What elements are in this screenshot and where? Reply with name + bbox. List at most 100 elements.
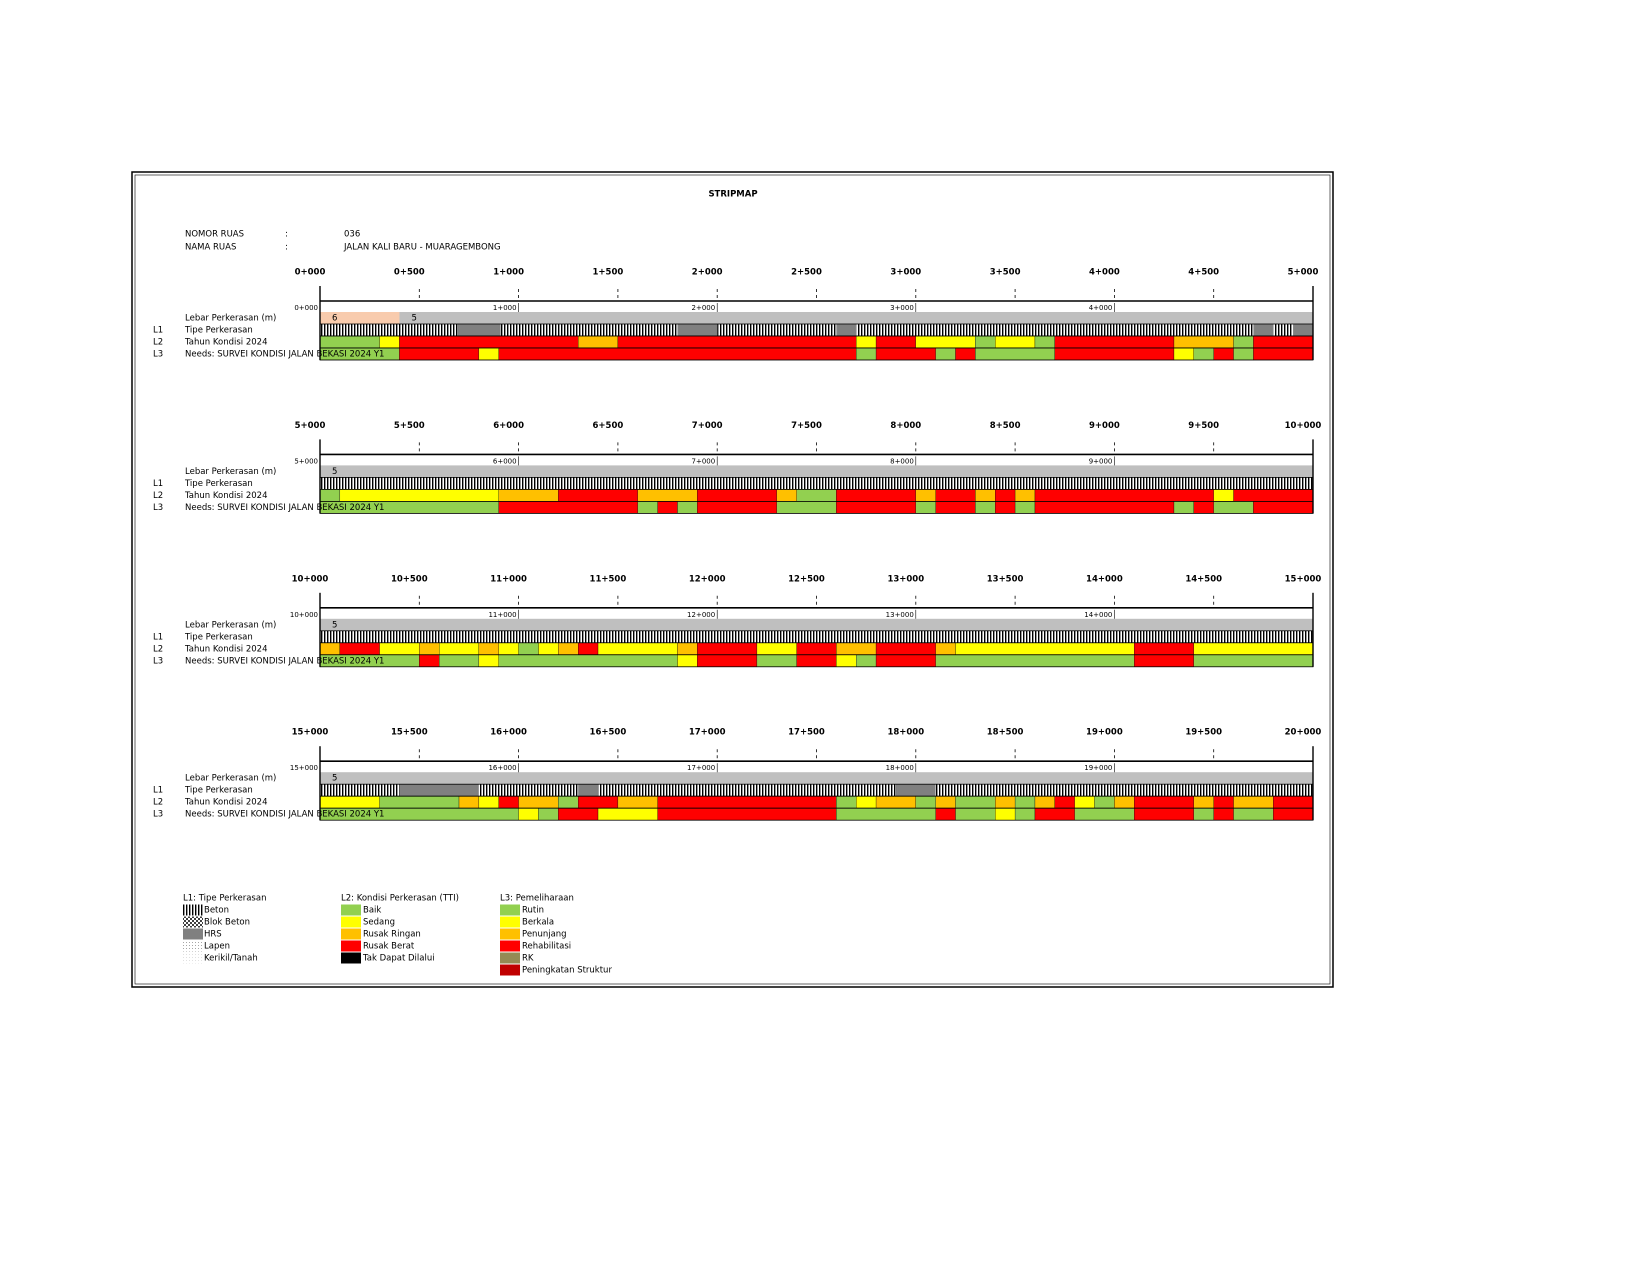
row-label: Tahun Kondisi 2024 <box>184 338 267 348</box>
km-label: 1+000 <box>493 268 524 278</box>
l3-segment <box>836 501 916 514</box>
legend-swatch <box>341 940 361 952</box>
sub-label: 16+000 <box>488 764 516 772</box>
l2-segment <box>439 642 480 655</box>
km-label: 2+000 <box>692 268 723 278</box>
l3-segment <box>756 654 797 667</box>
km-label: 12+000 <box>689 574 726 584</box>
km-label: 11+000 <box>490 574 527 584</box>
l3-segment <box>975 501 996 514</box>
l2-segment <box>1253 335 1314 349</box>
l3-segment <box>1193 654 1314 667</box>
l2-segment <box>578 335 619 349</box>
l3-segment <box>935 654 1135 667</box>
l2-segment <box>1193 642 1314 655</box>
l2-segment <box>458 796 480 809</box>
l2-segment <box>578 796 619 809</box>
width-label: 5 <box>332 774 337 784</box>
frame <box>131 171 1334 988</box>
l2-segment <box>796 642 837 655</box>
l2-segment <box>319 796 380 809</box>
km-label: 4+000 <box>1089 268 1120 278</box>
l1-segment <box>320 477 1313 490</box>
l2-segment <box>558 796 579 809</box>
l3-segment <box>856 347 877 361</box>
legend-swatch <box>183 952 203 964</box>
l2-segment <box>617 796 658 809</box>
l2-segment <box>1034 489 1214 502</box>
l1-segment <box>478 784 579 797</box>
l3-segment <box>796 654 837 667</box>
l2-segment <box>379 335 400 349</box>
l3-segment <box>836 654 857 667</box>
legend-label: Rusak Berat <box>363 942 415 952</box>
l2-segment <box>677 642 698 655</box>
l3-segment <box>478 347 499 361</box>
l3-segment <box>875 654 936 667</box>
legend-swatch <box>183 940 203 952</box>
km-label: 10+500 <box>391 574 428 584</box>
l3-segment <box>1253 347 1314 361</box>
l2-segment <box>995 335 1036 349</box>
l2-segment <box>1213 796 1234 809</box>
row-label: Needs: SURVEI KONDISI JALAN BEKASI 2024 … <box>185 810 384 820</box>
legend-label: Kerikil/Tanah <box>204 954 258 964</box>
km-label: 5+000 <box>1288 268 1319 278</box>
l2-segment <box>637 489 698 502</box>
l1-segment <box>1253 324 1274 336</box>
l3-segment <box>478 654 499 667</box>
l3-segment <box>875 347 936 361</box>
sub-label: 19+000 <box>1084 764 1112 772</box>
l2-segment <box>518 642 539 655</box>
l3-segment <box>935 808 956 821</box>
row-label: Tipe Perkerasan <box>184 479 253 489</box>
l2-segment <box>498 642 519 655</box>
l3-segment <box>677 501 698 514</box>
l1-segment <box>836 324 857 336</box>
row-label: Tahun Kondisi 2024 <box>184 491 267 501</box>
km-label: 13+000 <box>887 574 924 584</box>
l2-segment <box>319 489 341 502</box>
l3-segment <box>1193 808 1214 821</box>
row-code: L3 <box>153 350 163 360</box>
nomor-label: NOMOR RUAS <box>185 230 244 240</box>
km-label: 15+000 <box>1285 574 1322 584</box>
sub-label: 8+000 <box>890 457 914 465</box>
legend-swatch <box>500 904 520 916</box>
l2-segment <box>1273 796 1314 809</box>
sub-label: 5+000 <box>294 457 318 465</box>
legend-label: Rutin <box>522 906 544 916</box>
l3-segment <box>1014 501 1036 514</box>
l2-segment <box>875 796 916 809</box>
legend-label: RK <box>522 954 534 964</box>
l2-segment <box>1134 796 1194 809</box>
l2-segment <box>875 642 936 655</box>
width-label: 5 <box>411 314 416 324</box>
l2-segment <box>836 642 877 655</box>
sub-label: 10+000 <box>290 611 318 619</box>
l2-segment <box>399 335 579 349</box>
l2-segment <box>756 642 797 655</box>
km-label: 6+000 <box>493 421 524 431</box>
sub-label: 13+000 <box>886 611 914 619</box>
l2-segment <box>617 335 857 349</box>
width-segment <box>320 772 1313 785</box>
l1-segment <box>320 784 400 797</box>
l2-segment <box>1014 796 1036 809</box>
legend-swatch <box>341 916 361 928</box>
l2-segment <box>319 642 341 655</box>
l3-segment <box>637 501 658 514</box>
legend-swatch <box>183 904 203 916</box>
row-label: Lebar Perkerasan (m) <box>185 314 276 324</box>
colon: : <box>285 230 288 240</box>
l1-segment <box>1293 324 1313 336</box>
l2-segment <box>955 642 1135 655</box>
l3-segment <box>1213 347 1234 361</box>
sub-label: 4+000 <box>1089 304 1113 312</box>
row-code: L2 <box>153 491 163 501</box>
km-label: 9+500 <box>1188 421 1219 431</box>
km-label: 5+000 <box>295 421 326 431</box>
l3-segment <box>1074 808 1135 821</box>
l3-segment <box>1233 347 1254 361</box>
l3-segment <box>419 654 440 667</box>
